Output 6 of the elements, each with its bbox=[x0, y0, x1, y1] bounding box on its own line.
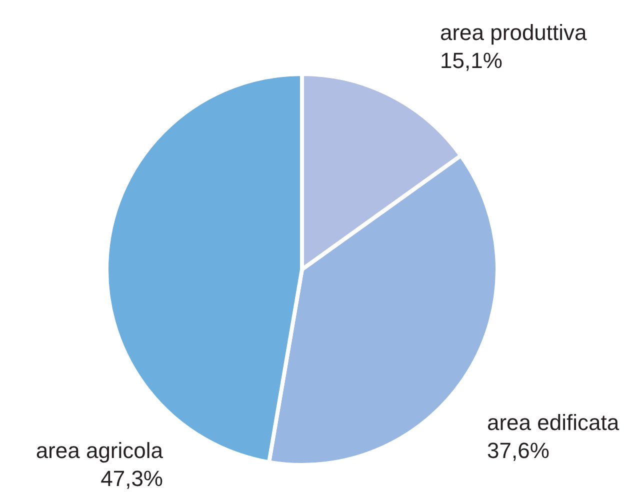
data-label: 15,1% bbox=[440, 48, 502, 73]
data-label: 37,6% bbox=[487, 438, 550, 463]
slice-label: area agricola bbox=[36, 438, 164, 463]
slice-label: area produttiva bbox=[440, 20, 588, 45]
data-label: 47,3% bbox=[100, 466, 163, 491]
slice-label: area edificata bbox=[487, 410, 620, 435]
